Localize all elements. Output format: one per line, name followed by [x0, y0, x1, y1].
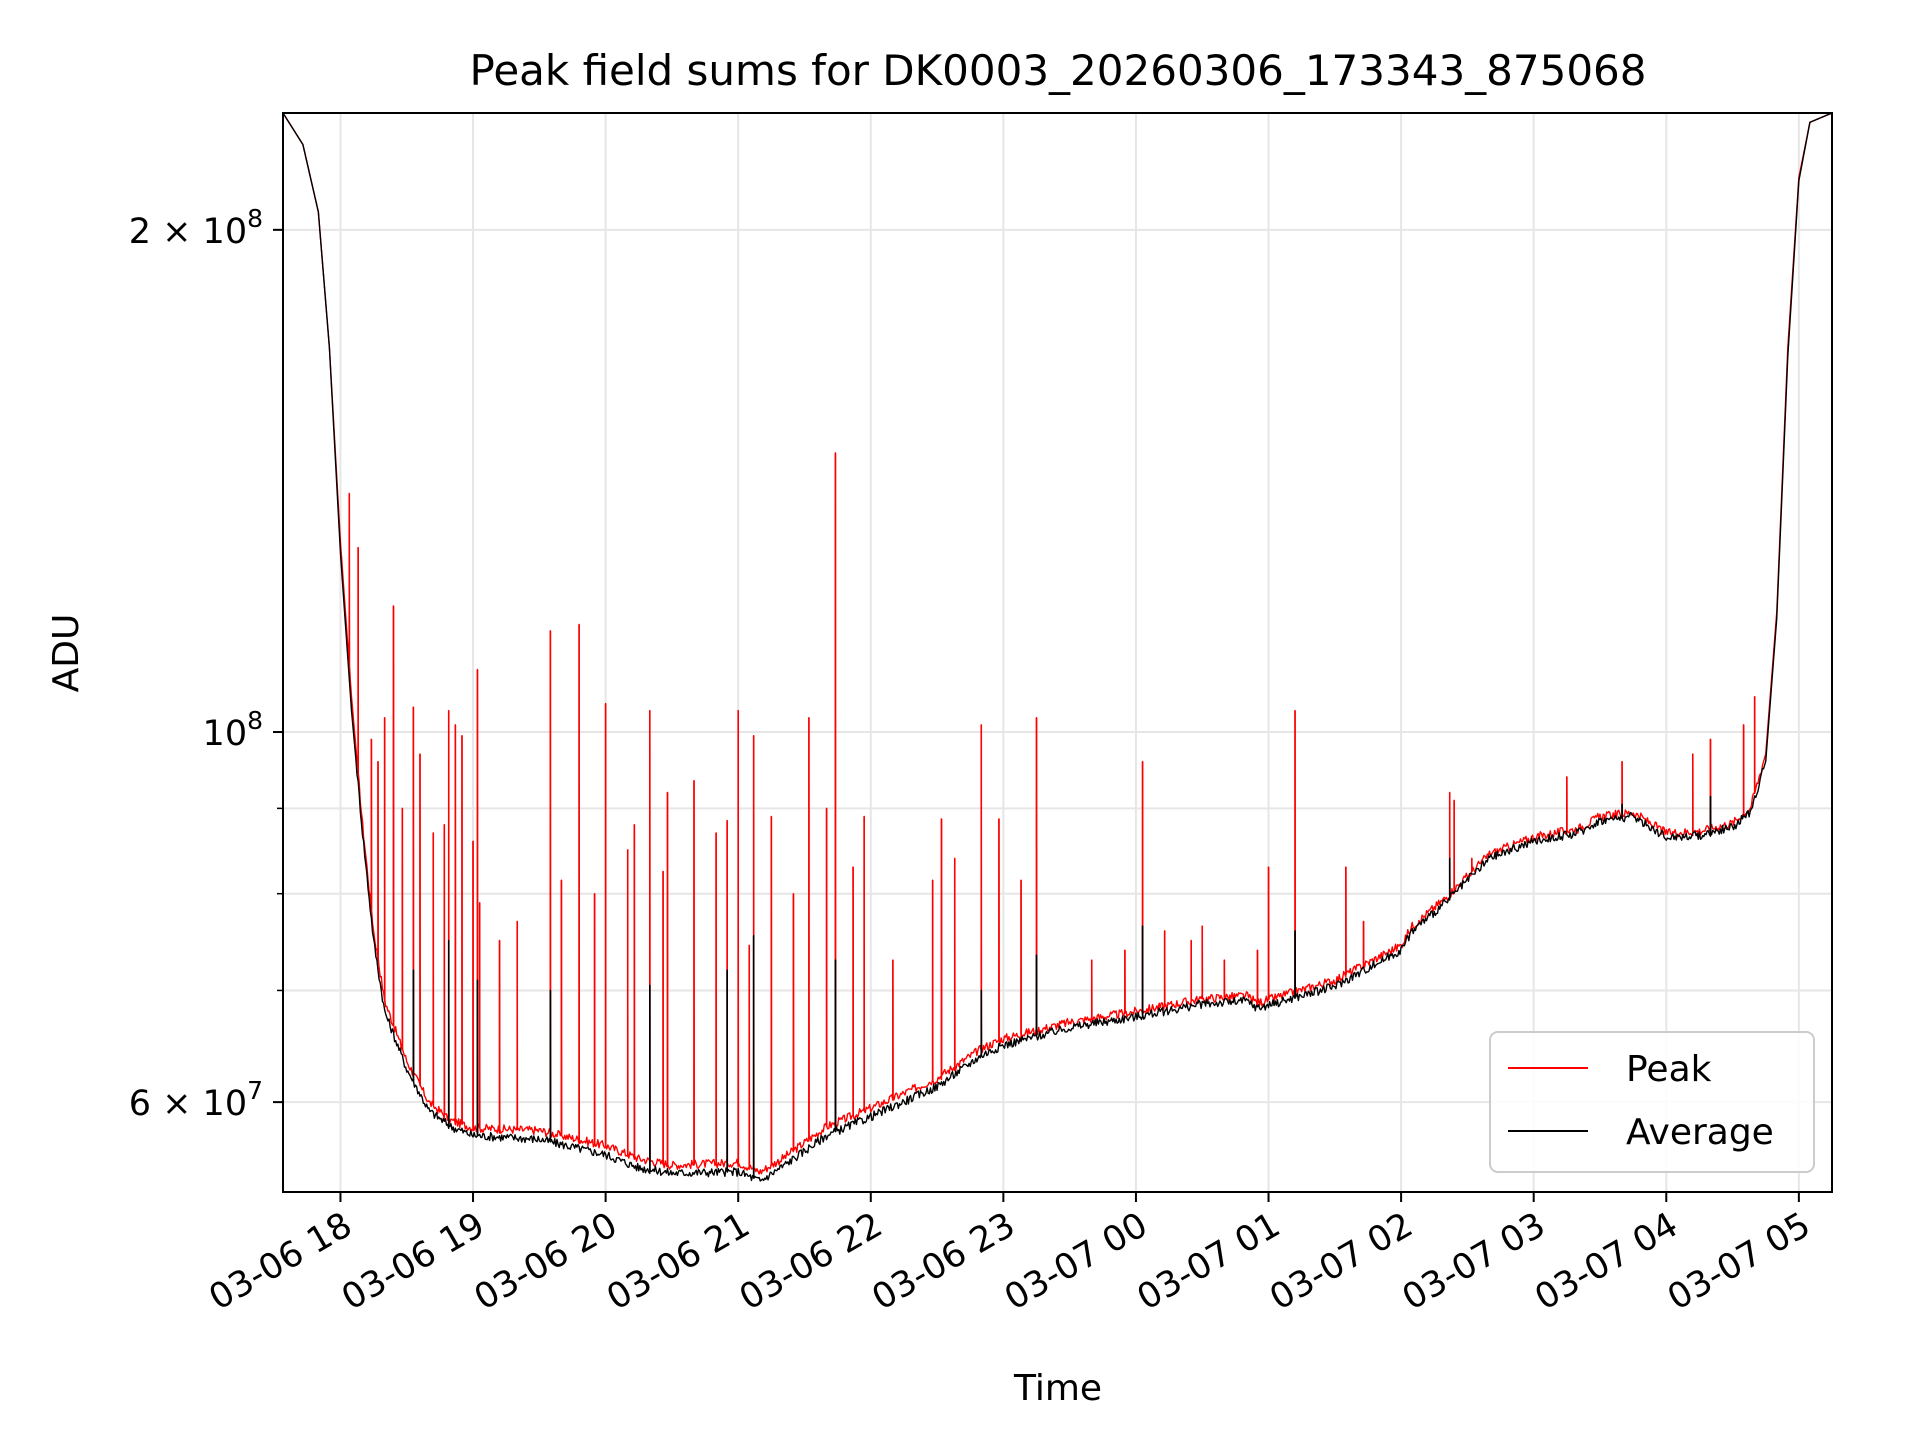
x-axis-label: Time [1013, 1368, 1102, 1409]
plot-frame [282, 112, 1833, 1193]
chart-title: Peak field sums for DK0003_20260306_1733… [469, 46, 1646, 95]
series-line-peak [283, 113, 1832, 1175]
legend: Peak Average [1489, 1031, 1815, 1173]
y-axis-label: ADU [46, 614, 87, 693]
y-tick-label: 6 × 107 [129, 1076, 263, 1124]
y-tick-label: 108 [203, 706, 263, 754]
series-peak [283, 113, 1832, 1175]
series-line-average [283, 113, 1832, 1182]
grid [283, 113, 1832, 1192]
y-axis: 6 × 107 108 2 × 108 [129, 204, 283, 1124]
y-tick-label: 2 × 108 [129, 204, 263, 252]
series-layer [283, 113, 1832, 1182]
legend-label-peak: Peak [1626, 1049, 1712, 1090]
legend-label-average: Average [1626, 1112, 1774, 1153]
series-average [283, 113, 1832, 1182]
